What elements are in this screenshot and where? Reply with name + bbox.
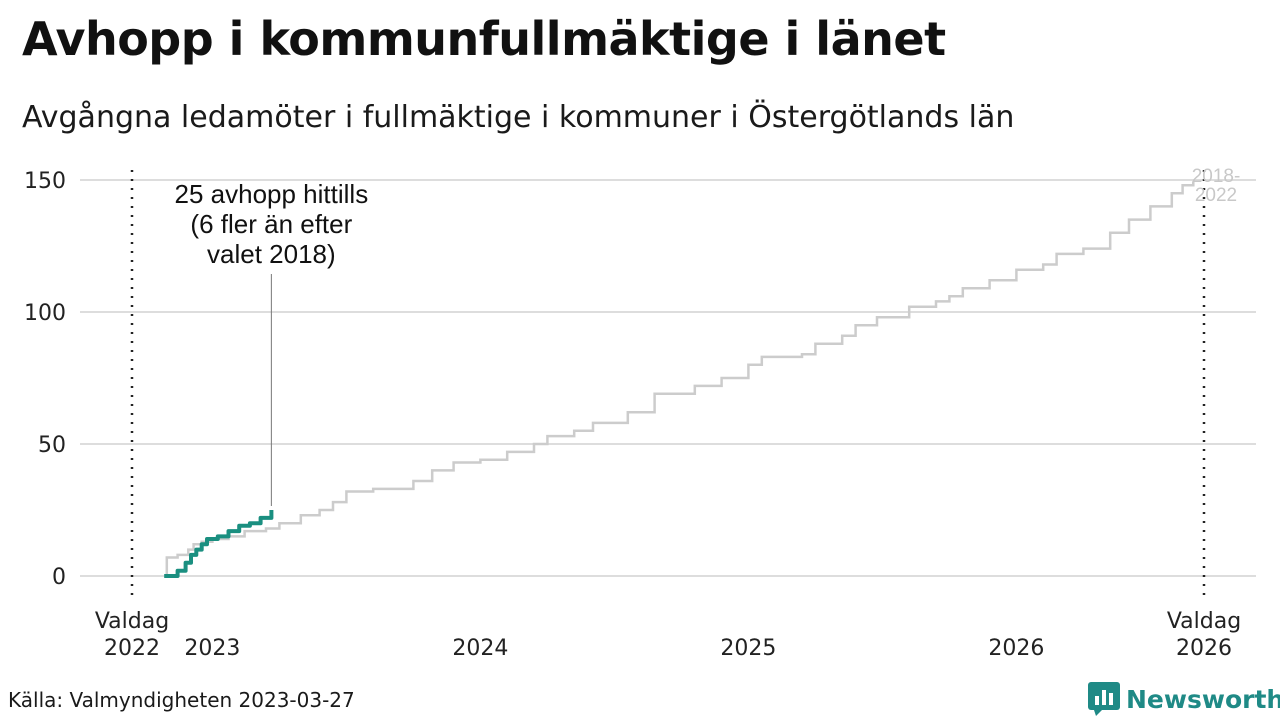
x-tick-label-5-1: 2026 [1176, 636, 1232, 661]
series-line-2022-2026 [164, 510, 274, 578]
x-tick-label-0-1: 2022 [104, 636, 160, 661]
brand-logo: Newsworthy [1088, 682, 1280, 716]
series-line-2018-2022 [164, 181, 1195, 578]
chart-title: Avhopp i kommunfullmäktige i länet [22, 12, 946, 66]
series-label-2018-2022-1: 2022 [1195, 185, 1237, 206]
brand-name: Newsworthy [1126, 684, 1280, 714]
x-tick-label-5-0: Valdag [1167, 609, 1241, 634]
annotation-text-0: 25 avhopp hittills [175, 179, 369, 209]
x-tick-label-1-0: 2023 [184, 636, 240, 661]
bar-chart-icon [1088, 682, 1120, 716]
annotation-text-2: valet 2018) [207, 239, 336, 269]
series-label-2018-2022-0: 2018- [1192, 166, 1241, 187]
x-tick-label-0-0: Valdag [95, 609, 169, 634]
chart-subtitle: Avgångna ledamöter i fullmäktige i kommu… [22, 100, 1015, 135]
y-tick-label-100: 100 [24, 301, 66, 326]
y-tick-label-50: 50 [38, 433, 66, 458]
x-tick-label-3-0: 2025 [720, 636, 776, 661]
y-tick-label-150: 150 [24, 169, 66, 194]
source-note: Källa: Valmyndigheten 2023-03-27 [8, 688, 355, 712]
annotation-text-1: (6 fler än efter [190, 209, 352, 239]
y-tick-label-0: 0 [52, 565, 66, 590]
x-tick-label-2-0: 2024 [452, 636, 508, 661]
x-tick-label-4-0: 2026 [988, 636, 1044, 661]
